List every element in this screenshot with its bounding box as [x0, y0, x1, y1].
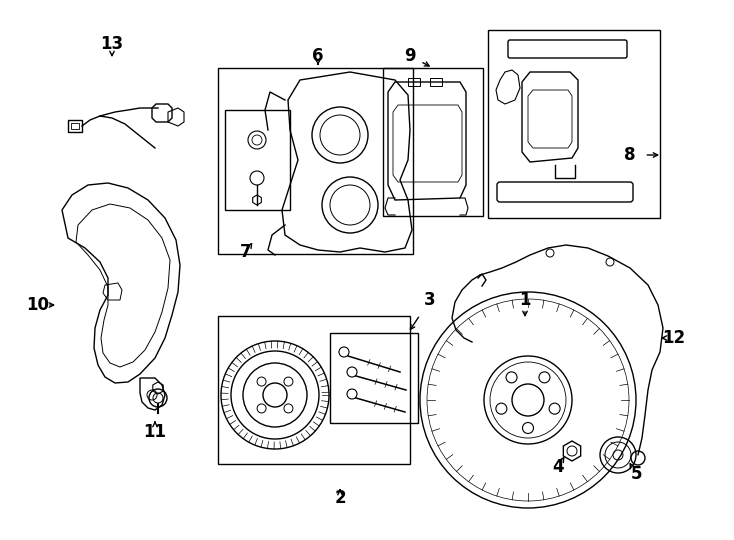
Bar — [218, 316, 410, 464]
Text: 3: 3 — [424, 291, 436, 309]
Bar — [225, 110, 290, 210]
Bar — [408, 78, 420, 86]
Text: 7: 7 — [240, 243, 252, 261]
Bar — [488, 30, 660, 218]
Text: 4: 4 — [552, 458, 564, 476]
Text: 10: 10 — [26, 296, 49, 314]
Bar — [68, 120, 82, 132]
Bar — [383, 68, 483, 216]
Text: 2: 2 — [334, 489, 346, 507]
Text: 13: 13 — [101, 35, 123, 53]
Text: 6: 6 — [312, 47, 324, 65]
Text: 9: 9 — [404, 47, 416, 65]
Bar — [330, 333, 418, 423]
Text: 8: 8 — [624, 146, 636, 164]
Text: 5: 5 — [631, 465, 642, 483]
Bar — [71, 123, 79, 129]
Text: 1: 1 — [519, 291, 531, 309]
Bar — [430, 78, 442, 86]
Bar — [218, 68, 413, 254]
Text: 12: 12 — [663, 329, 686, 347]
Text: 11: 11 — [144, 423, 167, 441]
